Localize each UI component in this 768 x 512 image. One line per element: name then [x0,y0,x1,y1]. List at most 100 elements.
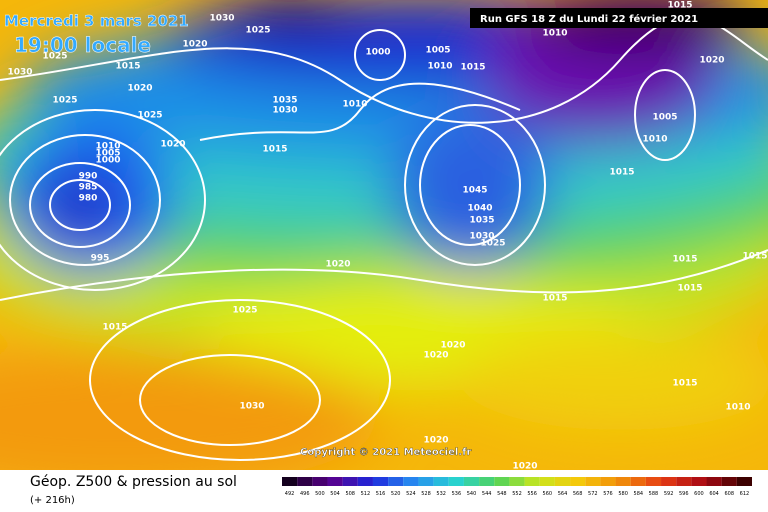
color-swatch [494,477,510,486]
isobar-label: 1005 [425,46,450,56]
isobar-label: 1020 [423,351,448,361]
isobar-label: 1025 [137,111,162,121]
isobar-label: 1030 [469,232,494,242]
isobar-label: 1020 [423,436,448,446]
time: 19:00 locale [14,33,151,57]
isobar-label: 1015 [460,63,485,73]
isobar-label: 995 [91,254,110,264]
isobar-label: 1000 [365,48,390,58]
lead-time: (+ 216h) [30,495,75,506]
scale-label: 604 [709,491,719,497]
color-swatch [706,477,722,486]
color-swatch [297,477,313,486]
colorbar: 492 496 500 504 508 512 516 520 524 528 532 536 540 5… [282,477,752,497]
scale-label: 556 [527,491,537,497]
isobar-label: 1045 [462,186,487,196]
isobar-label: 1015 [542,294,567,304]
isobar-label: 1020 [160,140,185,150]
isobar-label: 1005 [95,149,120,159]
color-swatch [372,477,389,486]
color-swatch [554,477,571,486]
color-swatch [388,477,404,486]
scale-label: 560 [543,491,553,497]
isobar-label: 1020 [512,462,537,472]
isobar-label: 1010 [542,29,567,39]
color-swatch [327,477,343,486]
scale-label: 540 [467,491,477,497]
isobar-label: 1005 [652,113,677,123]
isobar-label: 1015 [667,1,692,11]
scale-label: 528 [421,491,431,497]
scale-label: 548 [497,491,507,497]
isobar-label: 1025 [245,26,270,36]
color-swatch [570,477,586,486]
isobar-label: 1015 [672,255,697,265]
isobar-label: 1015 [672,379,697,389]
scale-label: 592 [664,491,674,497]
isobar-label: 1015 [102,323,127,333]
isobar-label: 1015 [262,145,287,155]
scale-label: 600 [694,491,704,497]
color-swatch [736,477,752,486]
scale-label: 512 [361,491,371,497]
color-swatch [479,477,495,486]
scale-label: 608 [724,491,734,497]
color-swatch [691,477,707,486]
color-swatch [403,477,419,486]
color-swatch [600,477,616,486]
color-swatch [676,477,692,486]
isobar-label: 1030 [209,14,234,24]
isobar-label: 1020 [325,260,350,270]
isobar-label: 1025 [480,239,505,249]
isobar-label: 1040 [467,204,492,214]
color-swatch [342,477,358,486]
color-swatch [721,477,737,486]
isobar-label: 1020 [182,40,207,50]
color-swatch [645,477,662,486]
isobar-label: 1015 [115,62,140,72]
scale-label: 520 [391,491,401,497]
isobar-label: 1020 [699,56,724,66]
scale-label: 568 [573,491,583,497]
scale-label: 572 [588,491,598,497]
copyright: Copyright © 2021 Meteociel.fr [300,447,471,458]
scale-label: 580 [618,491,628,497]
isobar-label: 980 [79,194,98,204]
isobar-label: 1015 [742,252,767,262]
run-banner [470,8,768,28]
scale-label: 492 [285,491,295,497]
color-swatch [418,477,434,486]
isobar-label: 1035 [469,216,494,226]
scale-label: 532 [436,491,446,497]
isobar-label: 1010 [342,100,367,110]
isobar-label: 1020 [440,341,465,351]
isobar-label: 1030 [7,68,32,78]
isobar-label: 1010 [642,135,667,145]
z500-field [0,0,768,470]
color-swatch [509,477,525,486]
scale-label: 508 [345,491,355,497]
scale-label: 552 [512,491,522,497]
date: Mercredi 3 mars 2021 [4,12,189,30]
color-swatch [433,477,449,486]
scale-label: 596 [679,491,689,497]
scale-label: 504 [330,491,340,497]
isobar-label: 985 [79,183,98,193]
color-swatch [661,477,677,486]
isobar-label: 1020 [127,84,152,94]
isobar-label: 1015 [609,168,634,178]
color-swatch [585,477,601,486]
isobar-label: 1025 [42,52,67,62]
scale-label: 536 [452,491,462,497]
isobar-label: 1000 [95,156,120,166]
scale-label: 516 [376,491,386,497]
color-swatch [357,477,373,486]
isobar-label: 1025 [232,306,257,316]
color-swatch [524,477,540,486]
color-swatch [312,477,328,486]
isobar-label: 1010 [427,62,452,72]
run-info: Run GFS 18 Z du Lundi 22 février 2021 [480,13,698,25]
isobar-label: 1035 [272,96,297,106]
isobar-label: 1010 [725,403,750,413]
